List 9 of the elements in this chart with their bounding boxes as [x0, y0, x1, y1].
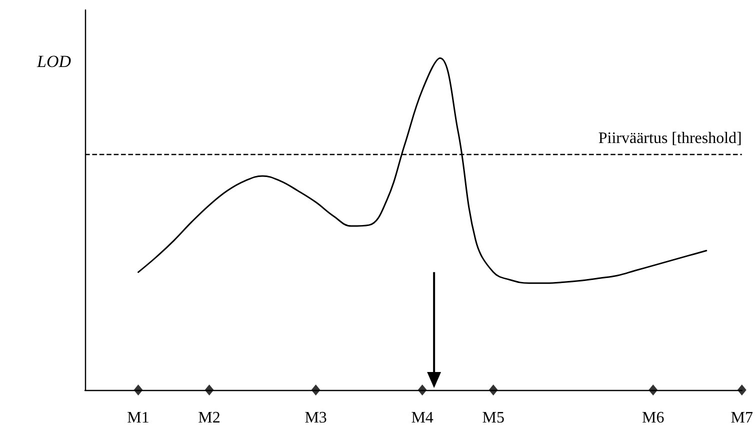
x-tick-label: M7 — [730, 410, 754, 426]
x-tick-label: M4 — [411, 410, 434, 426]
ref-line-label: Piirväärtus [threshold] — [598, 130, 742, 147]
x-tick-label: M2 — [198, 410, 220, 426]
x-tick-label: M3 — [304, 410, 327, 426]
x-tick-label: M5 — [482, 410, 504, 426]
y-axis-title: LOD — [36, 52, 72, 71]
x-tick-label: M6 — [642, 410, 664, 426]
x-tick-label: M1 — [127, 410, 150, 426]
